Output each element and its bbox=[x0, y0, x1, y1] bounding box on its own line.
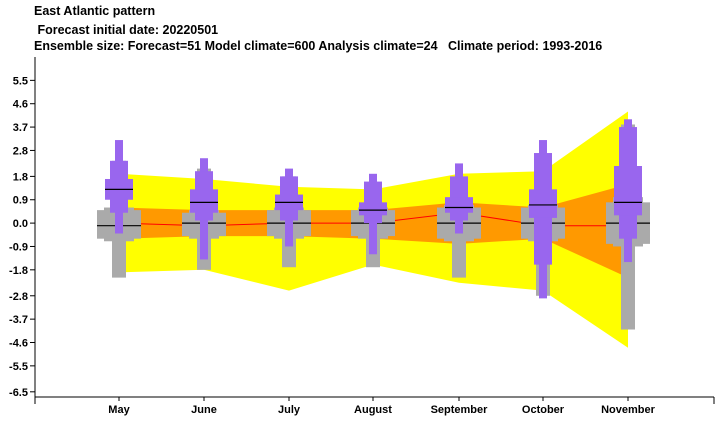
x-tick-label: September bbox=[431, 404, 489, 416]
x-tick-label: August bbox=[354, 404, 392, 416]
chart-title: East Atlantic pattern bbox=[34, 4, 156, 18]
x-tick-label: October bbox=[522, 404, 565, 416]
y-tick-label: -3.7 bbox=[9, 314, 28, 326]
y-tick-label: 0.0 bbox=[13, 218, 28, 230]
box-plots bbox=[97, 119, 650, 330]
y-tick-label: -2.8 bbox=[9, 291, 28, 303]
y-tick-label: -5.5 bbox=[9, 361, 28, 373]
x-tick-label: July bbox=[278, 404, 301, 416]
forecast-box-iqr bbox=[614, 166, 642, 216]
ensemble-info: Ensemble size: Forecast=51 Model climate… bbox=[34, 39, 603, 53]
y-tick-label: 0.9 bbox=[13, 195, 28, 207]
y-tick-label: 3.7 bbox=[13, 122, 28, 134]
y-tick-label: -4.6 bbox=[9, 337, 28, 349]
y-tick-label: -0.9 bbox=[9, 241, 28, 253]
axes: 5.5 4.6 3.7 2.8 1.8 0.9 0.0 -0.9 -1.8 -2.8 -3.7 -4.… bbox=[9, 57, 715, 416]
forecast-box-iqr bbox=[445, 197, 473, 213]
y-tick-label: 5.5 bbox=[13, 75, 28, 87]
forecast-box-iqr bbox=[529, 189, 557, 218]
x-tick-label: May bbox=[108, 404, 130, 416]
x-tick-label: November bbox=[601, 404, 656, 416]
forecast-initial-date: Forecast initial date: 20220501 bbox=[34, 23, 219, 37]
y-tick-label: 4.6 bbox=[13, 99, 28, 111]
y-tick-label: 2.8 bbox=[13, 145, 28, 157]
y-tick-label: 1.8 bbox=[13, 171, 28, 183]
forecast-box-iqr bbox=[359, 202, 387, 216]
x-tick-label: June bbox=[191, 404, 217, 416]
y-tick-label: -6.5 bbox=[9, 387, 28, 399]
forecast-box-iqr bbox=[190, 189, 218, 213]
y-tick-label: -1.8 bbox=[9, 265, 28, 277]
